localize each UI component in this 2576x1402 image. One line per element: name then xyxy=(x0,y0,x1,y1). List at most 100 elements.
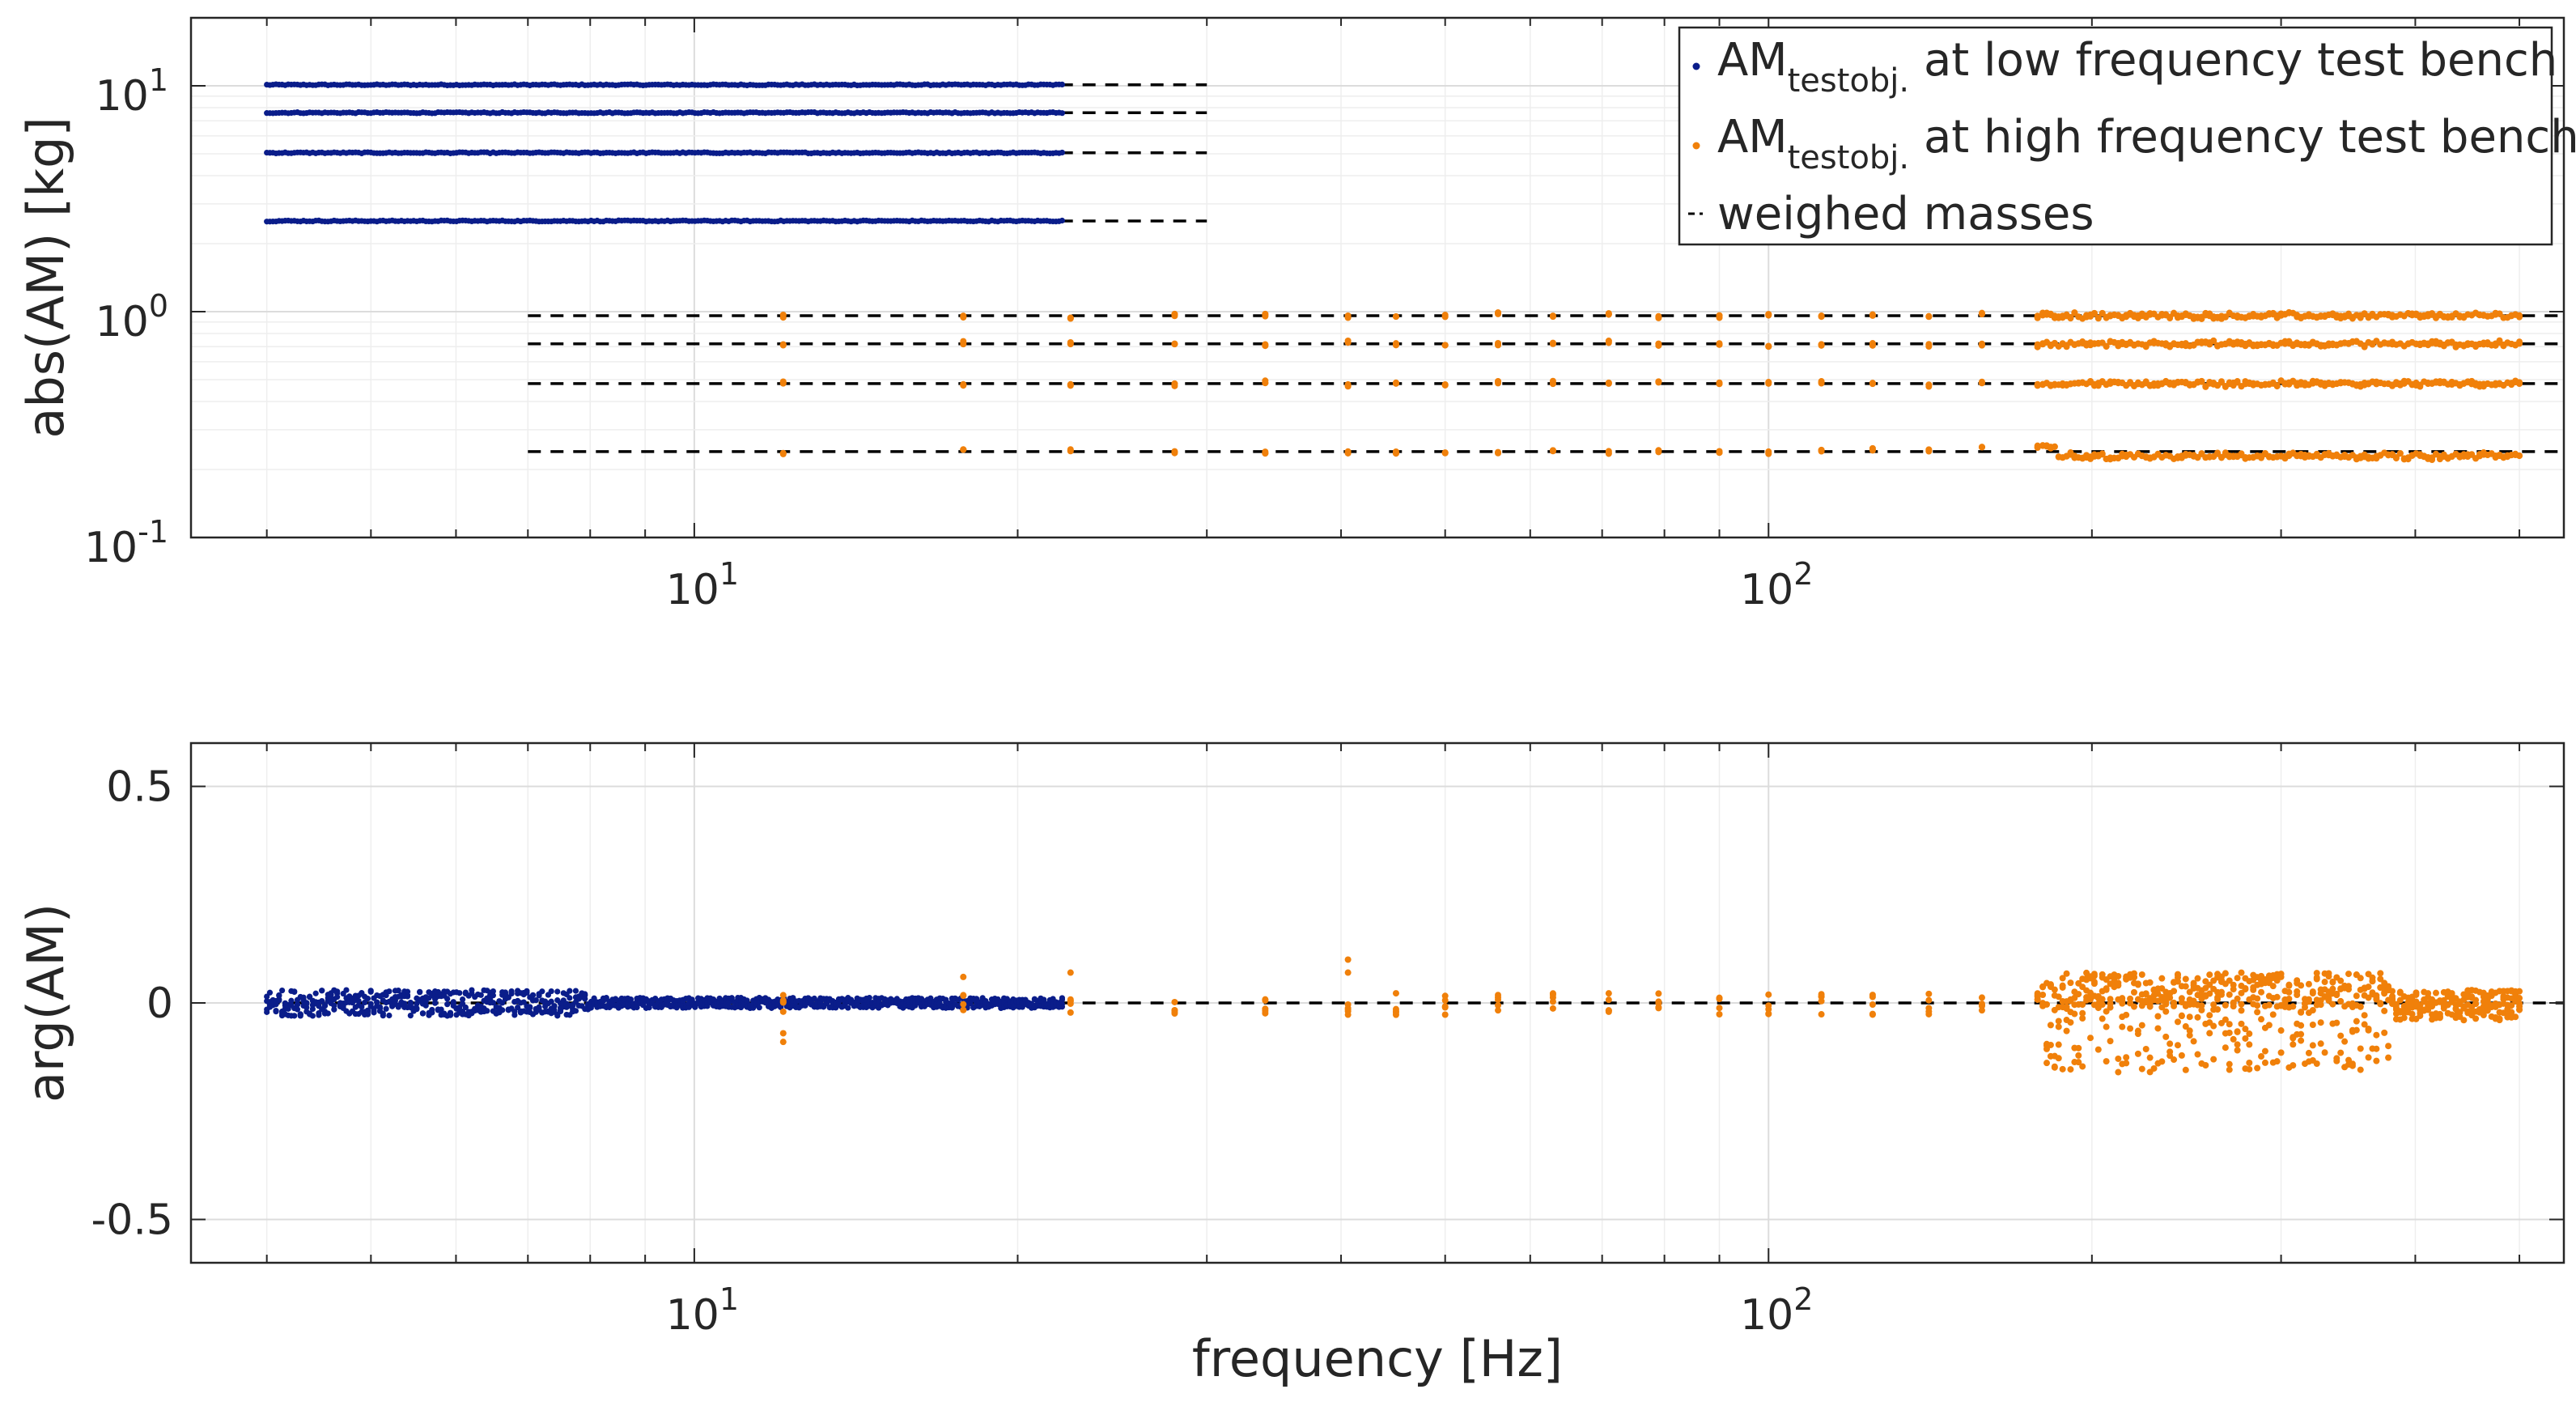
data-point-high xyxy=(2051,443,2058,450)
data-point-high xyxy=(2337,1049,2345,1056)
data-point-high xyxy=(2365,1054,2372,1061)
data-point-low xyxy=(511,1009,518,1015)
data-point-high xyxy=(960,1006,967,1013)
data-point-high xyxy=(2166,1048,2174,1056)
data-point-high xyxy=(2305,980,2312,988)
data-point-high xyxy=(2222,1044,2229,1052)
data-point-high xyxy=(2166,994,2174,1001)
data-point-high xyxy=(2166,1040,2174,1047)
data-point-low xyxy=(364,996,371,1002)
data-point-high xyxy=(2269,1011,2277,1018)
data-point-high xyxy=(2067,979,2074,987)
data-point-high xyxy=(1262,450,1269,457)
data-point-high xyxy=(1441,1003,1449,1010)
data-point-high xyxy=(2273,1058,2281,1065)
data-point-low xyxy=(1059,996,1066,1003)
data-point-high xyxy=(1549,312,1556,320)
data-point-high xyxy=(2186,1027,2193,1035)
data-point-high xyxy=(2222,1016,2229,1023)
data-point-low xyxy=(572,1008,579,1014)
data-point-high xyxy=(1978,1001,1985,1008)
data-point-high xyxy=(1392,340,1399,347)
data-point-high xyxy=(2230,1035,2237,1043)
data-point-high xyxy=(2285,982,2293,989)
data-point-high xyxy=(2075,1044,2082,1052)
data-point-high xyxy=(1605,1008,1612,1015)
data-point-low xyxy=(1059,217,1066,224)
data-point-high xyxy=(2107,1038,2114,1045)
data-point-high xyxy=(2047,982,2054,989)
data-point-high xyxy=(2130,988,2137,996)
data-point-high xyxy=(1925,341,1933,348)
data-point-high xyxy=(2226,1066,2233,1073)
data-point-high xyxy=(2115,1068,2122,1076)
data-point-low xyxy=(422,1002,429,1009)
data-point-high xyxy=(1605,379,1612,386)
data-point-low xyxy=(567,995,573,1001)
data-point-high xyxy=(1495,448,1502,456)
data-point-low xyxy=(484,1008,490,1014)
data-point-high xyxy=(1655,378,1662,385)
x-axis-label: frequency [Hz] xyxy=(1192,1329,1563,1388)
data-point-high xyxy=(1869,992,1876,999)
data-point-high xyxy=(2436,1013,2443,1020)
data-point-high xyxy=(2075,991,2082,998)
data-point-high xyxy=(1818,993,1825,1001)
data-point-high xyxy=(2357,1045,2364,1052)
data-point-high xyxy=(1171,341,1178,348)
data-point-high xyxy=(2309,1042,2316,1049)
data-point-high xyxy=(2043,1060,2051,1067)
data-point-high xyxy=(2055,993,2062,1001)
data-point-high xyxy=(2389,992,2396,1000)
data-point-low xyxy=(567,988,573,994)
data-point-low xyxy=(551,1003,558,1009)
data-point-high xyxy=(2345,986,2353,993)
data-point-high xyxy=(2182,975,2189,983)
data-point-high xyxy=(2389,988,2396,995)
data-point-high xyxy=(2357,314,2364,321)
data-point-high xyxy=(2254,1002,2261,1009)
data-point-low xyxy=(431,1000,439,1006)
data-point-high xyxy=(1067,381,1074,389)
data-point-high xyxy=(2234,995,2241,1002)
data-point-high xyxy=(1818,342,1825,349)
data-point-high xyxy=(2246,1041,2253,1048)
data-point-high xyxy=(1655,448,1662,456)
data-point-high xyxy=(2329,979,2336,986)
data-point-high xyxy=(2516,1003,2523,1010)
data-point-high xyxy=(2373,1057,2380,1064)
data-point-low xyxy=(1059,149,1066,156)
data-point-high xyxy=(1869,312,1876,319)
magnitude-axes-box xyxy=(189,16,2565,539)
data-point-high xyxy=(1441,381,1449,389)
data-point-high xyxy=(2130,970,2137,977)
data-point-high xyxy=(1765,1005,1772,1013)
data-point-high xyxy=(2150,1064,2158,1072)
data-point-high xyxy=(2206,1030,2213,1037)
data-point-high xyxy=(2222,1001,2229,1009)
data-point-high xyxy=(1495,996,1502,1004)
legend-text-ref: weighed masses xyxy=(1717,188,2094,240)
data-point-high xyxy=(2103,343,2110,350)
data-point-high xyxy=(2158,975,2166,982)
data-point-high xyxy=(1978,994,1985,1001)
magnitude-panel: 101 102 10-1 100 101 abs(AM) [kg] AMtestobj.… xyxy=(16,16,2576,614)
legend-entry-high: AMtestobj. at high frequency test bench xyxy=(1692,111,2576,176)
data-point-low xyxy=(404,988,411,995)
data-point-low xyxy=(1059,1001,1066,1007)
data-point-high xyxy=(2309,1021,2316,1028)
data-point-high xyxy=(1392,379,1399,386)
data-point-high xyxy=(2317,1019,2324,1026)
data-point-high xyxy=(1495,310,1502,317)
data-point-high xyxy=(2146,1003,2154,1010)
data-point-high xyxy=(2047,1022,2054,1029)
data-point-high xyxy=(1262,1007,1269,1014)
data-point-high xyxy=(2103,1008,2110,1015)
data-point-high xyxy=(779,998,787,1005)
data-point-high xyxy=(2059,1065,2066,1073)
data-point-high xyxy=(1067,446,1074,453)
data-point-high xyxy=(2396,450,2404,457)
data-point-high xyxy=(2103,1023,2110,1030)
data-point-high xyxy=(2329,985,2336,992)
data-point-high xyxy=(2194,975,2201,982)
